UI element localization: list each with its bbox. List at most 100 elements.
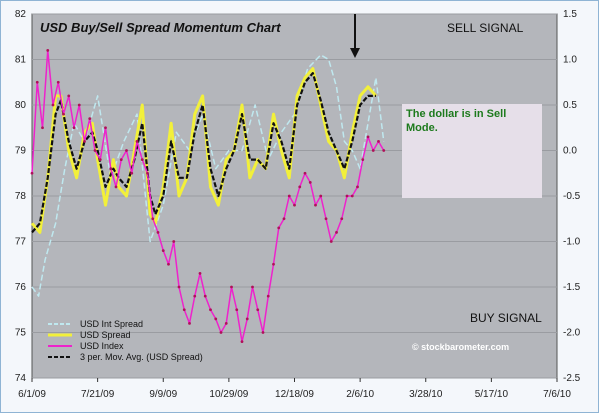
y-right-tick-label: 0.0: [563, 146, 577, 157]
usd-index-point: [93, 149, 97, 152]
usd-index-point: [109, 167, 113, 171]
usd-index-point: [146, 171, 149, 175]
usd-index-point: [277, 226, 281, 230]
watermark: © stockbarometer.com: [412, 342, 509, 352]
usd-index-point: [382, 149, 386, 152]
usd-index-point: [329, 240, 333, 243]
usd-index-point: [72, 126, 76, 130]
note-line-2: Mode.: [406, 122, 438, 134]
usd-index-point: [308, 180, 312, 184]
usd-index-point: [214, 317, 218, 321]
usd-index-point: [125, 149, 128, 152]
usd-index-point: [230, 285, 233, 289]
usd-index-point: [224, 322, 228, 325]
sell-signal-label: SELL SIGNAL: [447, 21, 524, 35]
y-left-tick-label: 82: [15, 9, 27, 20]
usd-index-point: [345, 194, 349, 198]
usd-index-point: [151, 217, 155, 221]
usd-index-point: [340, 217, 344, 221]
usd-index-point: [366, 135, 370, 139]
usd-index-point: [350, 194, 354, 198]
y-right-tick-label: 0.5: [563, 100, 577, 111]
usd-index-point: [62, 112, 65, 116]
usd-index-point: [46, 49, 50, 52]
y-left-tick-label: 76: [15, 282, 27, 293]
usd-index-point: [83, 140, 86, 143]
series-line-3: [31, 72, 376, 234]
y-right-tick-label: -1.5: [563, 282, 581, 293]
x-tick-label: 2/6/10: [346, 389, 374, 400]
series-line-0: [31, 54, 385, 297]
usd-index-point: [377, 140, 380, 143]
usd-index-point: [266, 294, 270, 298]
usd-index-point: [303, 171, 307, 175]
usd-index-point: [256, 308, 260, 312]
usd-index-point: [261, 331, 265, 334]
y-right-tick-label: -2.5: [563, 373, 581, 384]
y-right-tick-label: 1.0: [563, 55, 577, 66]
legend-label: USD Spread: [80, 330, 131, 340]
usd-index-point: [324, 217, 328, 221]
y-left-tick-label: 78: [15, 191, 27, 202]
usd-index-point: [172, 240, 176, 243]
usd-index-point: [251, 285, 254, 289]
legend-label: USD Index: [80, 341, 124, 351]
y-right-tick-label: -1.0: [563, 237, 581, 248]
y-left-tick-label: 74: [15, 373, 27, 384]
usd-index-point: [167, 262, 170, 266]
usd-index-point: [319, 194, 323, 198]
x-tick-label: 5/17/10: [475, 389, 509, 400]
note-line-1: The dollar is in Sell: [406, 108, 506, 120]
y-axis-left: 74 75 76 77 78 79 80 81 82: [15, 9, 27, 384]
usd-index-point: [219, 331, 223, 334]
usd-index-point: [203, 294, 207, 298]
usd-index-point: [161, 249, 165, 253]
series-line-2: [31, 49, 385, 343]
usd-index-point: [35, 80, 39, 84]
usd-index-point: [56, 80, 60, 84]
usd-index-point: [356, 185, 359, 189]
usd-index-point: [130, 171, 134, 175]
usd-index-point: [361, 158, 365, 162]
usd-index-point: [193, 294, 197, 298]
x-tick-label: 9/9/09: [149, 389, 177, 400]
y-left-tick-label: 77: [15, 237, 27, 248]
chart-title: USD Buy/Sell Spread Momentum Chart: [40, 20, 281, 35]
y-left-tick-label: 80: [15, 100, 27, 111]
usd-index-point: [188, 322, 191, 325]
series-layer: [30, 49, 386, 343]
usd-index-point: [272, 262, 275, 266]
usd-index-point: [119, 158, 123, 162]
usd-index-point: [293, 203, 296, 207]
y-left-tick-label: 79: [15, 146, 27, 157]
note-text: The dollar is in Sell Mode.: [406, 108, 509, 134]
legend-label: USD Int Spread: [80, 319, 143, 329]
usd-index-point: [77, 103, 81, 107]
usd-index-point: [371, 149, 375, 152]
usd-index-point: [282, 217, 286, 221]
usd-index-point: [140, 158, 144, 162]
usd-index-point: [30, 171, 34, 175]
buy-signal-label: BUY SIGNAL: [470, 311, 542, 325]
usd-index-point: [67, 94, 71, 98]
y-axis-right: -2.5 -2.0 -1.5 -1.0 -0.5 0.0 0.5 1.0 1.5: [563, 9, 581, 384]
y-right-tick-label: 1.5: [563, 9, 577, 20]
usd-index-point: [156, 231, 160, 234]
usd-index-point: [314, 203, 317, 207]
usd-index-point: [335, 231, 338, 234]
y-right-tick-label: -0.5: [563, 191, 581, 202]
x-axis: 6/1/09 7/21/09 9/9/09 10/29/09 12/18/09 2/6/1…: [18, 378, 571, 400]
usd-index-point: [240, 340, 244, 343]
usd-index-point: [245, 317, 249, 321]
x-tick-label: 12/18/09: [275, 389, 314, 400]
y-left-tick-label: 75: [15, 328, 27, 339]
usd-index-point: [209, 308, 212, 312]
usd-index-point: [88, 117, 92, 121]
usd-index-point: [135, 140, 139, 143]
y-right-tick-label: -2.0: [563, 328, 581, 339]
down-arrow-icon: [350, 14, 360, 58]
usd-index-point: [298, 185, 302, 189]
usd-index-point: [177, 285, 181, 289]
